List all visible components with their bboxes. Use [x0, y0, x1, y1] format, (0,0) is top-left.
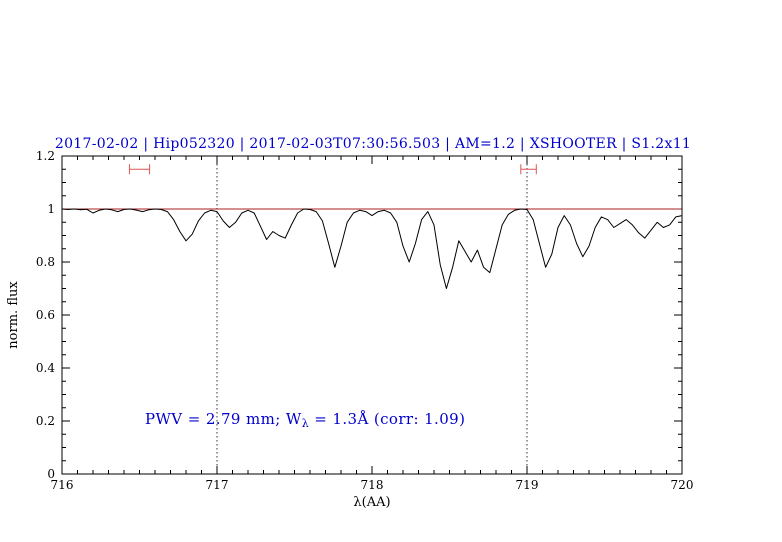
y-axis-label: norm. flux [6, 281, 21, 349]
svg-text:719: 719 [516, 478, 539, 492]
x-axis-label: λ(AA) [353, 495, 390, 510]
svg-text:717: 717 [206, 478, 229, 492]
svg-text:0.8: 0.8 [36, 255, 55, 269]
spectrum-line [61, 208, 683, 289]
svg-text:720: 720 [671, 478, 694, 492]
x-tick-labels: 716 717 718 719 720 [51, 478, 694, 492]
y-tick-labels: 0 0.2 0.4 0.6 0.8 1 1.2 [36, 149, 55, 481]
annotation-lambda-subscript: λ [302, 417, 309, 430]
svg-text:716: 716 [51, 478, 74, 492]
window-markers [128, 164, 537, 175]
plot-title: 2017-02-02 | Hip052320 | 2017-02-03T07:3… [55, 136, 691, 152]
svg-text:0: 0 [47, 467, 55, 481]
pwv-annotation: PWV = 2.79 mm; Wλ = 1.3Å (corr: 1.09) [145, 410, 465, 430]
svg-text:1.2: 1.2 [36, 149, 55, 163]
svg-text:1: 1 [47, 202, 55, 216]
svg-text:718: 718 [361, 478, 384, 492]
svg-text:0.4: 0.4 [36, 361, 55, 375]
plot-frame [61, 155, 683, 475]
svg-text:0.6: 0.6 [36, 308, 55, 322]
annotation-tail: = 1.3Å (corr: 1.09) [309, 410, 465, 428]
svg-text:0.2: 0.2 [36, 414, 55, 428]
annotation-main: PWV = 2.79 mm; W [145, 410, 302, 428]
